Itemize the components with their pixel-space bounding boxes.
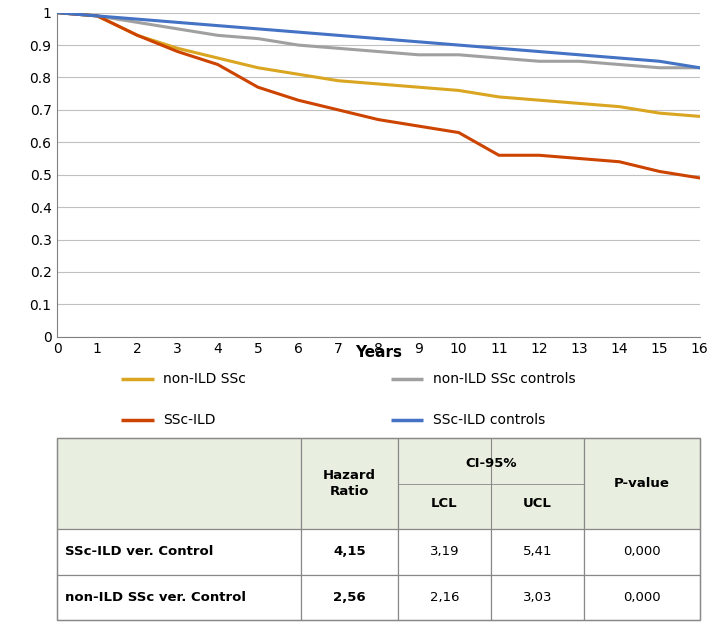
Text: 2,16: 2,16	[430, 591, 459, 604]
Text: 0,000: 0,000	[623, 546, 660, 558]
Text: P-value: P-value	[614, 477, 670, 490]
Bar	[57, 575, 301, 620]
Text: 3,03: 3,03	[523, 591, 552, 604]
Text: CI-95%: CI-95%	[465, 457, 517, 470]
Text: non-ILD SSc: non-ILD SSc	[164, 372, 246, 386]
Bar	[584, 438, 700, 529]
Text: non-ILD SSc ver. Control: non-ILD SSc ver. Control	[65, 591, 246, 604]
Bar	[57, 529, 301, 575]
Text: 2,56: 2,56	[333, 591, 366, 604]
Bar	[301, 438, 398, 529]
Bar	[491, 529, 584, 575]
Bar	[398, 438, 584, 529]
Bar	[301, 529, 398, 575]
Text: SSc-ILD: SSc-ILD	[164, 413, 216, 427]
Text: Years: Years	[355, 345, 402, 360]
Bar	[584, 575, 700, 620]
Bar	[584, 529, 700, 575]
Bar	[57, 438, 301, 529]
Text: non-ILD SSc controls: non-ILD SSc controls	[433, 372, 575, 386]
Bar	[491, 575, 584, 620]
Bar	[398, 575, 491, 620]
Text: SSc-ILD controls: SSc-ILD controls	[433, 413, 545, 427]
Text: UCL: UCL	[523, 497, 552, 510]
Text: 0,000: 0,000	[623, 591, 660, 604]
Text: SSc-ILD ver. Control: SSc-ILD ver. Control	[65, 546, 213, 558]
Text: 4,15: 4,15	[333, 546, 366, 558]
Text: LCL: LCL	[431, 497, 458, 510]
Bar	[301, 575, 398, 620]
Text: Hazard
Ratio: Hazard Ratio	[323, 469, 376, 498]
Text: 3,19: 3,19	[430, 546, 459, 558]
Text: 5,41: 5,41	[523, 546, 552, 558]
Bar	[398, 529, 491, 575]
